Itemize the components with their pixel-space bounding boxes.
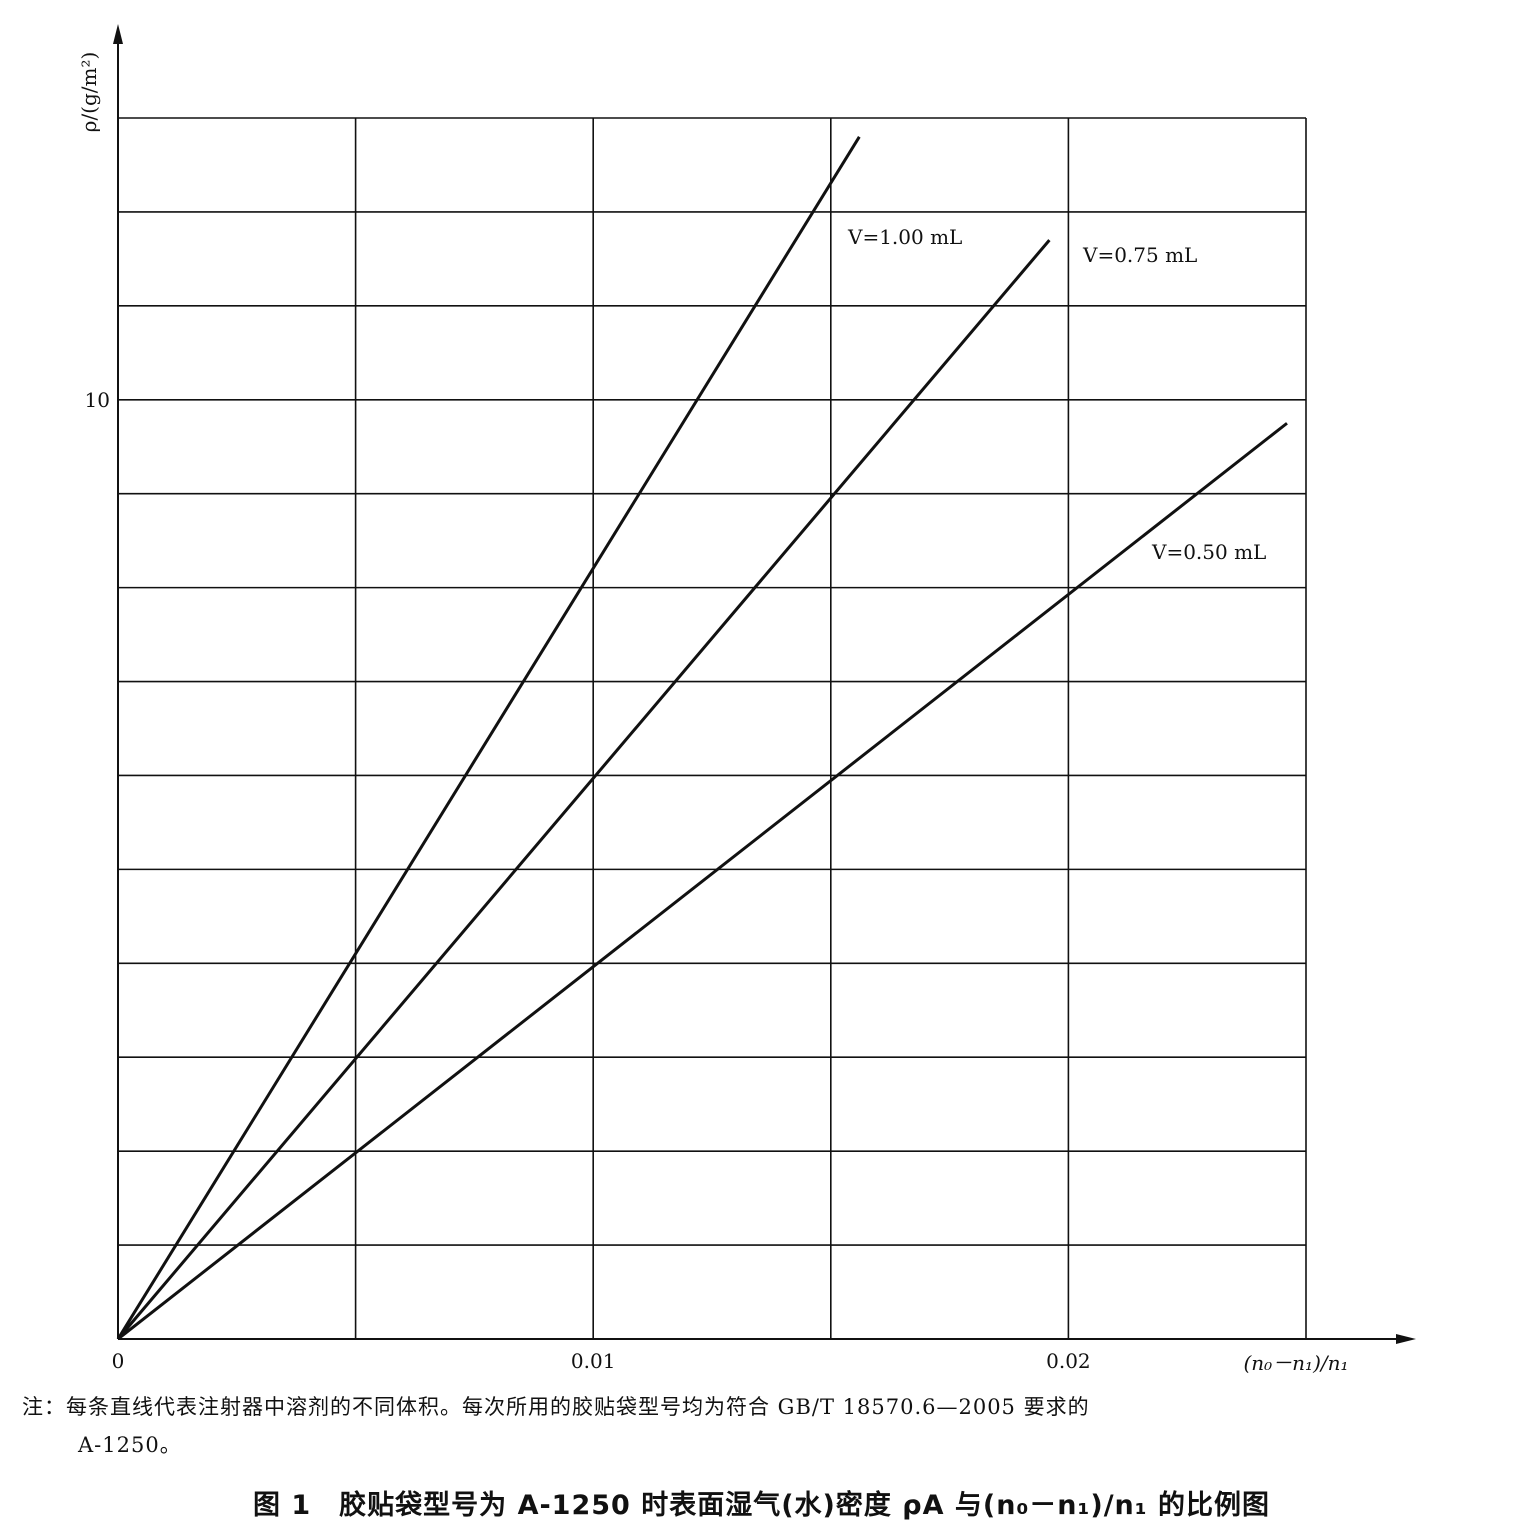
x-tick-label: 0.02 xyxy=(1046,1349,1091,1373)
series-lines xyxy=(116,135,1288,1341)
figure-caption: 图 1 胶贴袋型号为 A-1250 时表面湿气(水)密度 ρA 与(n₀－n₁)… xyxy=(252,1490,1271,1521)
chart-area: V=1.00 mL V=0.75 mL V=0.50 mL 0 0.01 0.02 10 (n… xyxy=(77,24,1416,1375)
series-label: V=0.50 mL xyxy=(1151,540,1266,564)
grid xyxy=(118,117,1307,1339)
y-axis-label: ρ/(g/m²) xyxy=(77,52,101,133)
y-tick-label: 10 xyxy=(85,388,110,412)
series-line xyxy=(116,135,861,1340)
x-axis-arrow-icon xyxy=(1396,1334,1416,1344)
y-axis-arrow-icon xyxy=(113,24,123,44)
note-line-1: 注：每条直线代表注射器中溶剂的不同体积。每次所用的胶贴袋型号均为符合 GB/T … xyxy=(22,1395,1090,1419)
series-label: V=1.00 mL xyxy=(847,225,962,249)
series-label: V=0.75 mL xyxy=(1082,243,1197,267)
series-line xyxy=(117,422,1288,1341)
series-line xyxy=(116,239,1051,1340)
note-line-2: A-1250。 xyxy=(78,1433,182,1457)
axes xyxy=(113,24,1416,1344)
x-axis-label: (n₀－n₁)/n₁ xyxy=(1243,1351,1348,1375)
x-tick-label: 0.01 xyxy=(571,1349,616,1373)
x-tick-label: 0 xyxy=(112,1349,125,1373)
labels: V=1.00 mL V=0.75 mL V=0.50 mL 0 0.01 0.02 10 (n… xyxy=(77,52,1349,1375)
chart-note: 注：每条直线代表注射器中溶剂的不同体积。每次所用的胶贴袋型号均为符合 GB/T … xyxy=(22,1388,1512,1464)
